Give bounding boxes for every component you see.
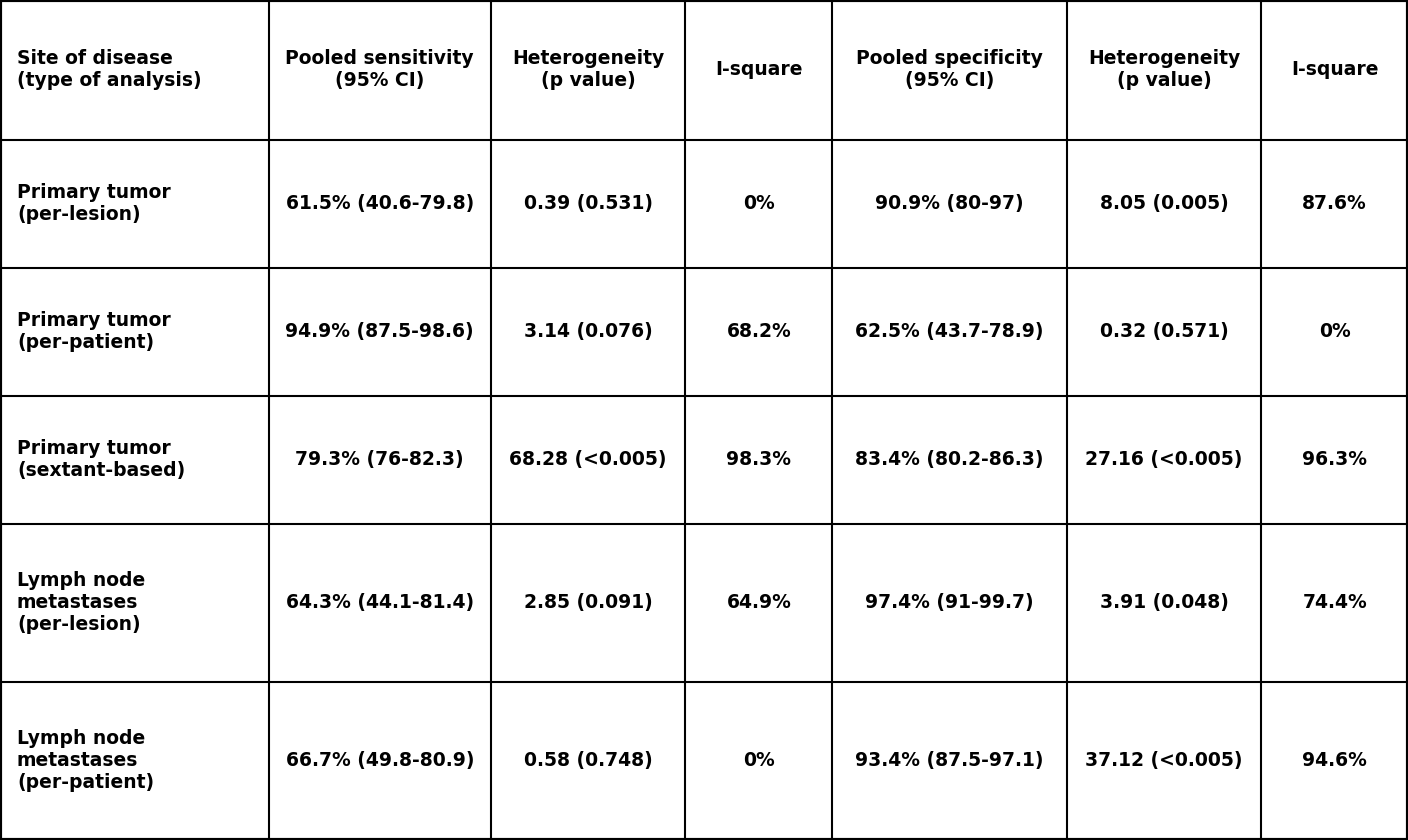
Text: Heterogeneity
(p value): Heterogeneity (p value) [513,50,665,91]
Text: Primary tumor
(per-lesion): Primary tumor (per-lesion) [17,183,170,224]
Text: 0.39 (0.531): 0.39 (0.531) [524,194,653,213]
Text: Primary tumor
(sextant-based): Primary tumor (sextant-based) [17,439,184,480]
Text: Lymph node
metastases
(per-patient): Lymph node metastases (per-patient) [17,729,153,792]
Text: Heterogeneity
(p value): Heterogeneity (p value) [1088,50,1240,91]
Text: 2.85 (0.091): 2.85 (0.091) [524,593,652,612]
Text: Pooled specificity
(95% CI): Pooled specificity (95% CI) [856,50,1043,91]
Text: 64.9%: 64.9% [727,593,791,612]
Text: 0%: 0% [743,194,774,213]
Text: 74.4%: 74.4% [1302,593,1367,612]
Text: 96.3%: 96.3% [1302,450,1367,469]
Text: 94.6%: 94.6% [1302,752,1367,770]
Text: 62.5% (43.7-78.9): 62.5% (43.7-78.9) [855,322,1043,341]
Text: 79.3% (76-82.3): 79.3% (76-82.3) [296,450,465,469]
Text: 83.4% (80.2-86.3): 83.4% (80.2-86.3) [855,450,1043,469]
Text: 98.3%: 98.3% [727,450,791,469]
Text: 27.16 (<0.005): 27.16 (<0.005) [1086,450,1243,469]
Text: Pooled sensitivity
(95% CI): Pooled sensitivity (95% CI) [286,50,474,91]
Text: 90.9% (80-97): 90.9% (80-97) [876,194,1024,213]
Text: 61.5% (40.6-79.8): 61.5% (40.6-79.8) [286,194,474,213]
Text: 3.14 (0.076): 3.14 (0.076) [524,322,652,341]
Text: 93.4% (87.5-97.1): 93.4% (87.5-97.1) [855,752,1043,770]
Text: 3.91 (0.048): 3.91 (0.048) [1100,593,1228,612]
Text: 87.6%: 87.6% [1302,194,1367,213]
Text: I-square: I-square [715,60,803,79]
Text: 0.32 (0.571): 0.32 (0.571) [1100,322,1228,341]
Text: 0.58 (0.748): 0.58 (0.748) [524,752,652,770]
Text: 68.28 (<0.005): 68.28 (<0.005) [510,450,667,469]
Text: 64.3% (44.1-81.4): 64.3% (44.1-81.4) [286,593,474,612]
Text: 94.9% (87.5-98.6): 94.9% (87.5-98.6) [286,322,474,341]
Text: 0%: 0% [743,752,774,770]
Text: 68.2%: 68.2% [727,322,791,341]
Text: Primary tumor
(per-patient): Primary tumor (per-patient) [17,311,170,352]
Text: 66.7% (49.8-80.9): 66.7% (49.8-80.9) [286,752,474,770]
Text: Lymph node
metastases
(per-lesion): Lymph node metastases (per-lesion) [17,571,145,634]
Text: I-square: I-square [1291,60,1378,79]
Text: 97.4% (91-99.7): 97.4% (91-99.7) [865,593,1033,612]
Text: 37.12 (<0.005): 37.12 (<0.005) [1086,752,1243,770]
Text: 8.05 (0.005): 8.05 (0.005) [1100,194,1228,213]
Text: Site of disease
(type of analysis): Site of disease (type of analysis) [17,50,201,91]
Text: 0%: 0% [1319,322,1350,341]
